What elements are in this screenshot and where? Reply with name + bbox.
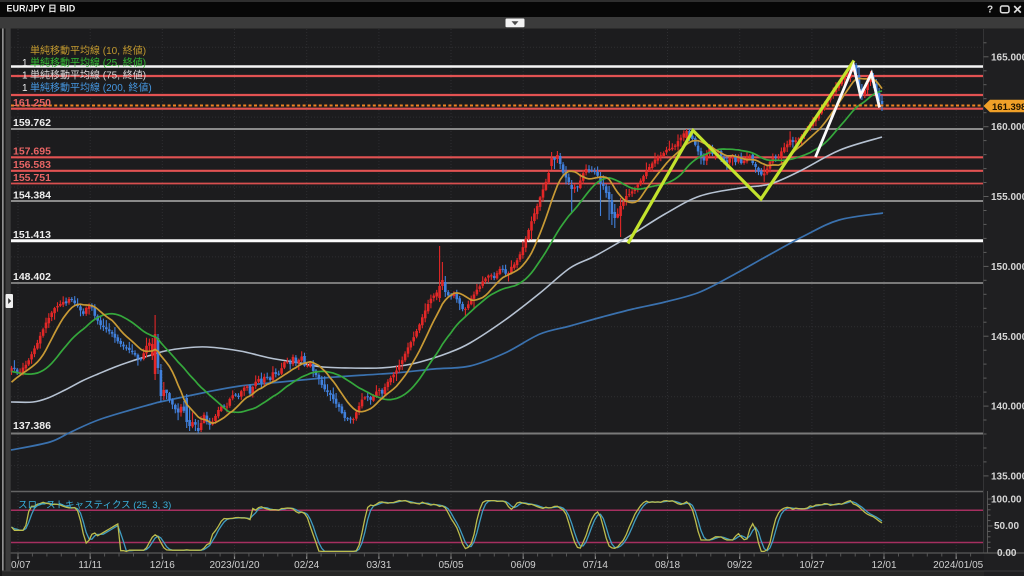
- svg-text:50.00: 50.00: [994, 521, 1019, 532]
- svg-text:0.00: 0.00: [997, 548, 1017, 559]
- svg-text:140.000: 140.000: [991, 402, 1024, 413]
- svg-text:137.386: 137.386: [13, 420, 51, 432]
- svg-text:2023/01/20: 2023/01/20: [209, 560, 259, 571]
- svg-text:03/31: 03/31: [366, 560, 391, 571]
- svg-text:155.000: 155.000: [991, 192, 1024, 203]
- svg-text:154.384: 154.384: [13, 190, 51, 202]
- svg-text:?: ?: [987, 5, 993, 16]
- svg-text:07/14: 07/14: [583, 560, 608, 571]
- svg-text:05/05: 05/05: [438, 560, 463, 571]
- svg-text:02/24: 02/24: [294, 560, 319, 571]
- svg-text:150.000: 150.000: [991, 262, 1024, 273]
- svg-text:151.413: 151.413: [13, 229, 51, 241]
- svg-text:06/09: 06/09: [511, 560, 536, 571]
- svg-text:161.250: 161.250: [13, 97, 51, 109]
- svg-text:161.398: 161.398: [992, 102, 1024, 113]
- svg-text:12/16: 12/16: [150, 560, 175, 571]
- svg-text:EUR/JPY 日 BID: EUR/JPY 日 BID: [7, 4, 76, 14]
- svg-text:1: 1: [22, 58, 28, 69]
- svg-text:135.000: 135.000: [991, 472, 1024, 483]
- svg-text:1: 1: [22, 71, 28, 82]
- svg-text:145.000: 145.000: [991, 332, 1024, 343]
- svg-text:10/27: 10/27: [799, 560, 824, 571]
- svg-text:1: 1: [22, 83, 28, 94]
- svg-text:155.751: 155.751: [13, 172, 51, 184]
- svg-text:165.000: 165.000: [991, 52, 1024, 63]
- svg-text:単純移動平均線 (75, 終値): 単純移動平均線 (75, 終値): [30, 69, 146, 82]
- svg-text:単純移動平均線 (200, 終値): 単純移動平均線 (200, 終値): [30, 81, 152, 94]
- svg-text:100.00: 100.00: [991, 495, 1022, 506]
- svg-text:160.000: 160.000: [991, 122, 1024, 133]
- svg-text:08/18: 08/18: [655, 560, 680, 571]
- svg-text:単純移動平均線 (25, 終値): 単純移動平均線 (25, 終値): [30, 56, 146, 69]
- svg-text:2024/01/05: 2024/01/05: [933, 560, 983, 571]
- svg-text:スローストキャスティクス (25, 3, 3): スローストキャスティクス (25, 3, 3): [18, 500, 171, 511]
- svg-text:148.402: 148.402: [13, 271, 51, 283]
- svg-text:10/07: 10/07: [5, 560, 30, 571]
- svg-text:09/22: 09/22: [727, 560, 752, 571]
- svg-text:156.583: 156.583: [13, 159, 51, 171]
- svg-text:159.762: 159.762: [13, 117, 51, 129]
- svg-text:12/01: 12/01: [871, 560, 896, 571]
- svg-text:157.695: 157.695: [13, 145, 51, 157]
- svg-text:単純移動平均線 (10, 終値): 単純移動平均線 (10, 終値): [30, 44, 146, 57]
- svg-text:11/11: 11/11: [78, 560, 102, 571]
